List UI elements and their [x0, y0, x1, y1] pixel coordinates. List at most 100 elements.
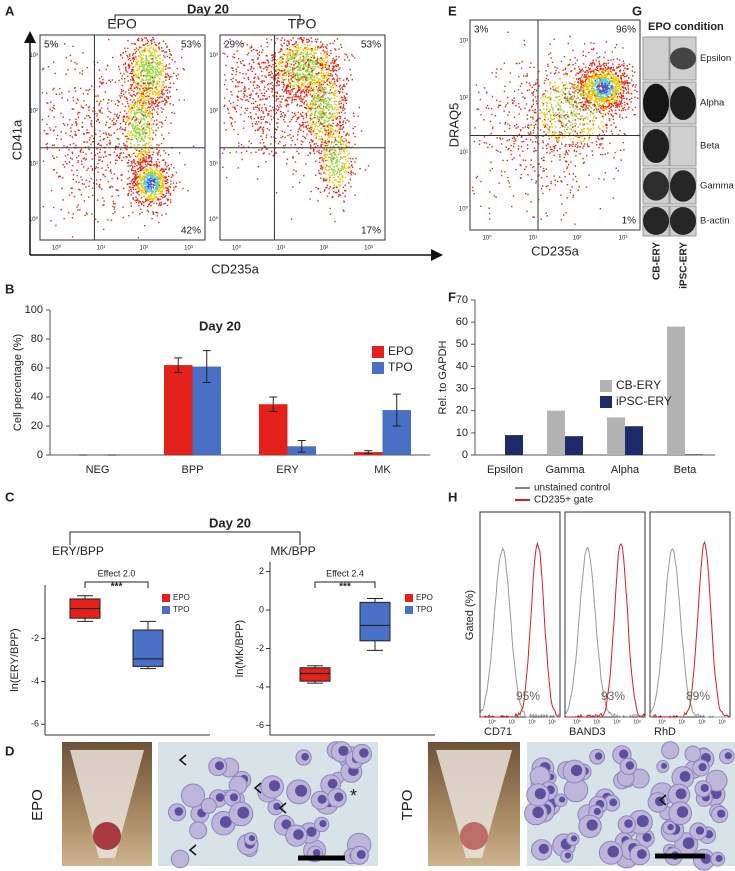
event — [322, 46, 324, 48]
event — [349, 157, 352, 160]
event — [327, 73, 330, 75]
event — [308, 76, 310, 78]
event — [310, 78, 312, 80]
event — [144, 74, 146, 77]
event — [155, 168, 157, 170]
event — [52, 130, 55, 132]
event — [145, 124, 148, 126]
event — [335, 64, 337, 67]
event — [162, 181, 164, 183]
event — [266, 66, 268, 68]
event — [132, 54, 134, 56]
event — [300, 69, 302, 71]
event — [58, 149, 60, 151]
event — [118, 114, 121, 117]
event — [329, 98, 331, 100]
event — [298, 85, 300, 88]
event — [579, 80, 582, 82]
event — [289, 86, 292, 89]
event — [169, 50, 171, 53]
event — [344, 85, 346, 88]
event — [140, 112, 143, 114]
event — [277, 77, 279, 79]
event — [165, 79, 167, 81]
event — [148, 170, 150, 172]
event — [344, 108, 346, 110]
event — [126, 54, 128, 57]
event — [252, 90, 254, 92]
event — [149, 189, 151, 191]
event — [138, 200, 140, 202]
event — [140, 161, 142, 163]
event — [132, 173, 134, 175]
event — [294, 67, 296, 69]
event — [293, 63, 295, 66]
event — [50, 220, 52, 222]
event — [337, 65, 339, 67]
event — [139, 96, 141, 98]
event — [312, 121, 314, 123]
event — [318, 157, 321, 160]
event — [306, 41, 308, 43]
event — [150, 46, 152, 48]
event — [144, 115, 147, 117]
event — [158, 97, 160, 99]
event — [257, 57, 259, 59]
event — [168, 78, 170, 80]
event — [41, 91, 44, 94]
event — [73, 195, 76, 198]
event — [338, 132, 340, 134]
event — [311, 40, 313, 43]
event — [300, 97, 302, 99]
event — [146, 58, 148, 60]
event — [160, 192, 162, 195]
event — [115, 155, 118, 157]
event — [308, 85, 310, 87]
event — [146, 72, 148, 75]
event — [128, 64, 131, 67]
event — [325, 132, 328, 134]
event — [292, 73, 294, 75]
event — [142, 96, 145, 98]
event — [332, 84, 334, 86]
event — [322, 49, 325, 52]
event — [320, 41, 322, 43]
event — [127, 47, 129, 49]
event — [276, 38, 278, 40]
event — [309, 77, 312, 79]
event — [325, 116, 328, 119]
event — [160, 72, 163, 75]
event — [305, 69, 308, 71]
event — [134, 74, 136, 76]
event — [311, 94, 313, 97]
event — [281, 89, 284, 91]
event — [338, 101, 340, 103]
event — [229, 38, 231, 41]
event — [338, 169, 340, 171]
event — [231, 73, 233, 75]
event — [140, 155, 142, 157]
event — [105, 133, 107, 136]
event — [291, 77, 294, 80]
event — [129, 156, 132, 158]
event — [146, 78, 148, 80]
event — [163, 40, 165, 42]
event — [244, 90, 246, 92]
event — [265, 98, 268, 100]
event — [302, 98, 304, 101]
event — [328, 150, 331, 153]
event — [158, 183, 160, 185]
event — [343, 165, 346, 167]
event — [296, 50, 298, 52]
event — [160, 177, 162, 179]
event — [150, 81, 152, 84]
event — [345, 54, 348, 56]
event — [260, 126, 262, 128]
event — [80, 194, 82, 196]
event — [129, 57, 131, 60]
event — [125, 51, 127, 53]
event — [237, 133, 239, 136]
event — [155, 68, 157, 70]
event — [347, 160, 349, 162]
event — [281, 56, 283, 58]
